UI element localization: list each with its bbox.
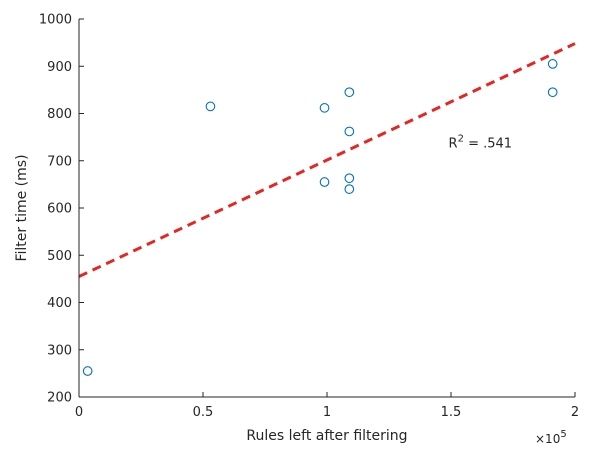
- fit-line-layer: [78, 42, 576, 278]
- regression-line: [78, 42, 576, 278]
- r-squared-symbol: R: [449, 137, 458, 152]
- y-tick-label: 900: [47, 60, 72, 75]
- data-point: [344, 184, 355, 194]
- data-points: [82, 59, 558, 376]
- data-point: [344, 173, 355, 184]
- data-point: [82, 366, 93, 376]
- x-axis-exponent-base: ×10: [535, 432, 560, 446]
- y-tick-label: 200: [47, 391, 72, 406]
- y-tick-label: 500: [47, 249, 72, 264]
- x-tick-label: 1: [323, 405, 331, 420]
- data-point: [344, 126, 355, 137]
- data-point: [547, 87, 558, 98]
- data-point: [205, 101, 216, 112]
- x-tick-label: 0.5: [193, 405, 214, 420]
- x-tick-label: 0: [75, 405, 83, 420]
- y-tick-label: 300: [47, 343, 72, 358]
- r-squared-value: = .541: [464, 137, 512, 152]
- data-point: [547, 59, 558, 69]
- y-tick-label: 700: [47, 154, 72, 169]
- data-point: [319, 177, 330, 187]
- y-tick-label: 400: [47, 296, 72, 311]
- data-point: [344, 87, 355, 98]
- r-squared-superscript: 2: [458, 134, 464, 145]
- y-tick-label: 800: [47, 107, 72, 122]
- y-axis-label: Filter time (ms): [14, 154, 30, 261]
- x-tick-label: 1.5: [441, 405, 462, 420]
- y-tick-label: 600: [47, 202, 72, 217]
- x-axis-exponent-power: 5: [560, 429, 566, 440]
- x-axis-exponent: ×105: [535, 429, 567, 446]
- x-axis-ticks: 0 0.5 1 1.5 2: [75, 392, 579, 420]
- y-tick-label: 1000: [39, 13, 72, 28]
- r-squared-annotation: R2 = .541: [449, 134, 513, 152]
- x-axis-label: Rules left after filtering: [246, 428, 407, 444]
- x-tick-label: 2: [571, 405, 579, 420]
- data-point: [319, 102, 330, 113]
- y-axis-ticks: 200 300 400 500 600 700 800 900 1000: [39, 13, 84, 406]
